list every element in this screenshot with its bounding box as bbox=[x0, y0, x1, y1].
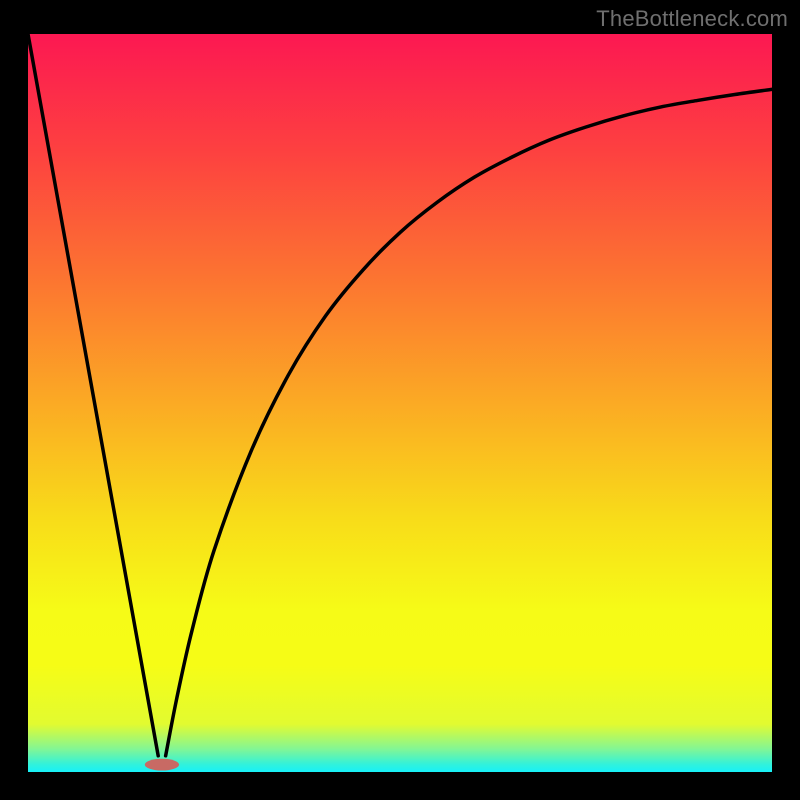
watermark-text: TheBottleneck.com bbox=[596, 6, 788, 32]
frame-right bbox=[772, 0, 800, 800]
frame-bottom bbox=[0, 772, 800, 800]
chart-svg bbox=[28, 34, 772, 772]
frame-left bbox=[0, 0, 28, 800]
chart-plot-area bbox=[28, 34, 772, 772]
curve-minimum-marker bbox=[145, 759, 179, 771]
